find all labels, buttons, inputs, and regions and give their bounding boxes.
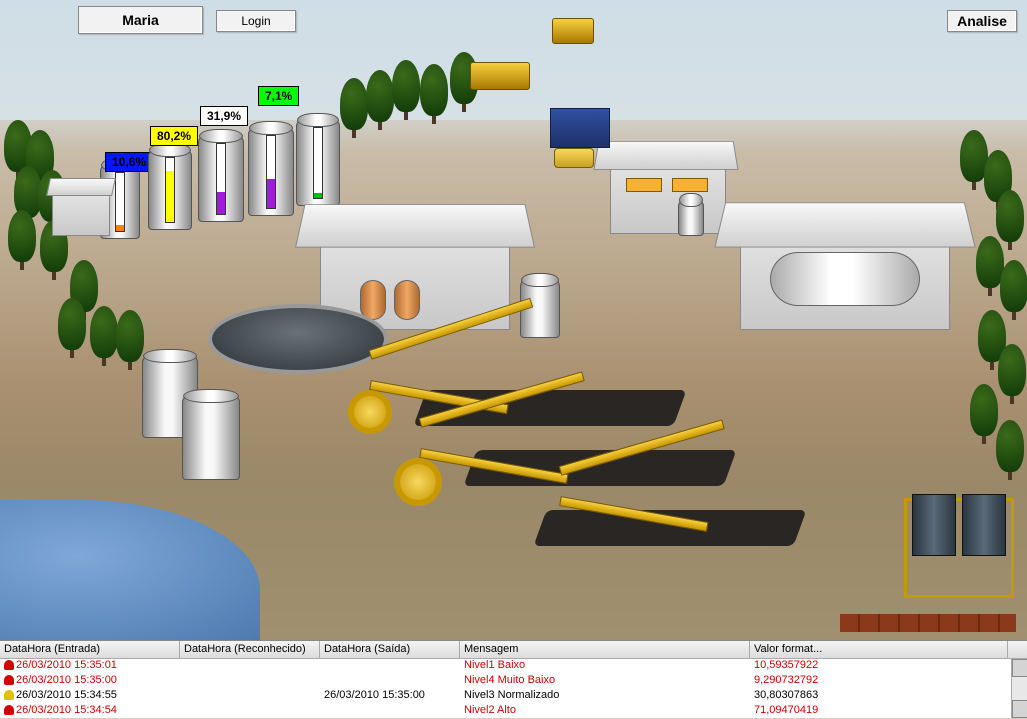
tree-icon — [970, 384, 998, 444]
gauge-label-2: 80,2% — [150, 126, 198, 146]
gauge-label-1: 10,6% — [105, 152, 153, 172]
wheel-loader-icon — [470, 62, 530, 90]
login-button[interactable]: Login — [216, 10, 296, 32]
alarm-cell — [320, 659, 460, 674]
alarm-col-mensagem[interactable]: Mensagem — [460, 641, 750, 658]
alarm-cell — [320, 704, 460, 719]
tree-icon — [8, 210, 36, 270]
tree-icon — [392, 60, 420, 120]
alarm-cell — [180, 659, 320, 674]
tree-icon — [340, 78, 368, 138]
small-shed — [52, 178, 110, 236]
alarm-cell: Nivel4 Muito Baixo — [460, 674, 750, 689]
feed-hopper[interactable] — [550, 108, 610, 148]
storage-tank-4[interactable] — [678, 200, 704, 236]
gauge-tank-4[interactable] — [248, 128, 294, 216]
alarm-bell-icon — [4, 675, 14, 685]
alarm-cell: 26/03/2010 15:34:54 — [0, 704, 180, 719]
stacker-3[interactable] — [520, 448, 740, 558]
alarm-row[interactable]: 26/03/2010 15:34:54 Nivel2 Alto71,0947041… — [0, 704, 1027, 719]
filter-bin-2 — [962, 494, 1006, 556]
tree-icon — [366, 70, 394, 130]
tree-icon — [90, 306, 118, 366]
alarm-header[interactable]: DataHora (Entrada)DataHora (Reconhecido)… — [0, 641, 1027, 659]
water-body — [0, 500, 260, 640]
storage-tank-2[interactable] — [182, 396, 240, 480]
tree-icon — [998, 344, 1026, 404]
scada-plant-view: Maria Login Analise 10,6% 80,2%31,9% 7,1% — [0, 0, 1027, 640]
alarm-scrollbar[interactable] — [1011, 659, 1027, 718]
bucket-wheel-icon — [394, 458, 442, 506]
alarm-cell — [320, 674, 460, 689]
filter-bin-1 — [912, 494, 956, 556]
alarm-panel: DataHora (Entrada)DataHora (Reconhecido)… — [0, 640, 1027, 718]
alarm-cell: 10,59357922 — [750, 659, 1008, 674]
alarm-cell — [180, 689, 320, 704]
analise-button[interactable]: Analise — [947, 10, 1017, 32]
gauge-tank-3[interactable] — [198, 136, 244, 222]
gauge-label-5: 7,1% — [258, 86, 299, 106]
alarm-bell-icon — [4, 690, 14, 700]
alarm-cell: 30,80307863 — [750, 689, 1008, 704]
tree-icon — [420, 64, 448, 124]
alarm-cell — [180, 704, 320, 719]
tree-icon — [116, 310, 144, 370]
alarm-cell: 26/03/2010 15:34:55 — [0, 689, 180, 704]
alarm-row[interactable]: 26/03/2010 15:34:55 26/03/2010 15:35:00Ni… — [0, 689, 1027, 704]
alarm-cell: 26/03/2010 15:35:00 — [320, 689, 460, 704]
alarm-cell: Nivel1 Baixo — [460, 659, 750, 674]
alarm-col-entrada[interactable]: DataHora (Entrada) — [0, 641, 180, 658]
screen-house[interactable] — [596, 120, 736, 240]
crusher[interactable] — [554, 148, 594, 168]
alarm-cell: 26/03/2010 15:35:01 — [0, 659, 180, 674]
gauge-tank-2[interactable] — [148, 150, 192, 230]
alarm-bell-icon — [4, 705, 14, 715]
tree-icon — [996, 420, 1024, 480]
alarm-cell: Nivel2 Alto — [460, 704, 750, 719]
haul-truck-icon — [552, 18, 594, 44]
alarm-cell: 9,290732792 — [750, 674, 1008, 689]
ball-mill[interactable] — [770, 252, 920, 306]
alarm-cell — [180, 674, 320, 689]
alarm-col-saida[interactable]: DataHora (Saída) — [320, 641, 460, 658]
vibro-screen-2 — [672, 178, 708, 192]
alarm-rows[interactable]: 26/03/2010 15:35:01 Nivel1 Baixo10,593579… — [0, 659, 1027, 719]
alarm-row[interactable]: 26/03/2010 15:35:00 Nivel4 Muito Baixo9,2… — [0, 674, 1027, 689]
alarm-cell: 71,09470419 — [750, 704, 1008, 719]
gauge-label-3: 31,9% — [200, 106, 248, 126]
tree-icon — [58, 298, 86, 358]
alarm-bell-icon — [4, 660, 14, 670]
alarm-col-valor[interactable]: Valor format... — [750, 641, 1008, 658]
alarm-col-reconhecido[interactable]: DataHora (Reconhecido) — [180, 641, 320, 658]
vibro-screen-1 — [626, 178, 662, 192]
alarm-row[interactable]: 26/03/2010 15:35:01 Nivel1 Baixo10,593579… — [0, 659, 1027, 674]
alarm-cell: 26/03/2010 15:35:00 — [0, 674, 180, 689]
user-display: Maria — [78, 6, 203, 34]
rail-cars — [840, 614, 1016, 632]
mill-building[interactable] — [720, 170, 970, 340]
alarm-cell: Nivel3 Normalizado — [460, 689, 750, 704]
